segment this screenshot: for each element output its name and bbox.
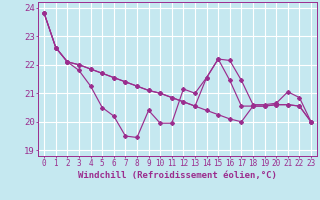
X-axis label: Windchill (Refroidissement éolien,°C): Windchill (Refroidissement éolien,°C) [78, 171, 277, 180]
